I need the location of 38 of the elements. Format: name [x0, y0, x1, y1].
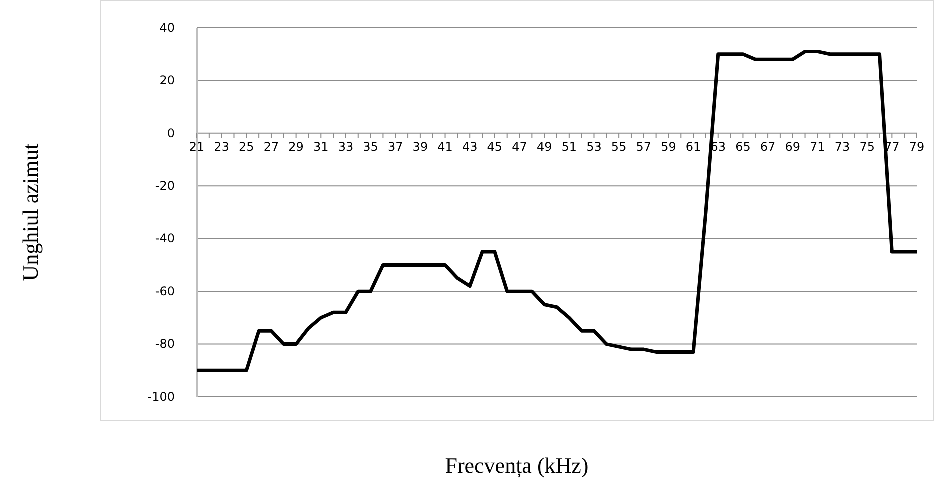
x-tick-label: 29	[288, 140, 304, 154]
x-tick-label: 39	[412, 140, 428, 154]
x-tick-label: 73	[834, 140, 850, 154]
y-tick-label: -20	[155, 178, 175, 193]
x-tick-label: 65	[736, 140, 751, 154]
y-tick-label: -40	[155, 232, 175, 246]
x-tick-label: 37	[388, 140, 404, 154]
y-tick-label: -100	[148, 390, 175, 404]
x-tick-label: 33	[338, 140, 354, 154]
x-tick-label: 45	[487, 140, 503, 154]
x-tick-label: 55	[611, 140, 627, 154]
x-tick-label: 43	[462, 140, 478, 154]
x-tick-label: 47	[512, 140, 528, 154]
x-tick-label: 75	[860, 140, 875, 154]
x-tick-label: 69	[785, 140, 801, 154]
x-tick-label: 79	[909, 140, 925, 154]
x-tick-label: 25	[239, 140, 254, 154]
x-tick-label: 57	[636, 140, 652, 154]
x-axis-title: Frecvența (kHz)	[445, 453, 589, 478]
y-tick-label: -80	[155, 337, 175, 352]
x-tick-label: 51	[562, 140, 578, 154]
x-tick-label: 53	[586, 140, 602, 154]
x-tick-label: 31	[313, 140, 329, 154]
y-tick-label: -60	[155, 284, 175, 298]
x-tick-label: 61	[686, 140, 702, 154]
y-tick-label: 0	[167, 126, 175, 140]
x-tick-label: 49	[536, 140, 552, 154]
x-tick-label: 67	[760, 140, 776, 154]
x-tick-label: 35	[363, 140, 378, 154]
y-tick-label: 20	[160, 74, 175, 88]
x-tick-label: 27	[264, 140, 280, 154]
y-tick-label: 40	[160, 20, 175, 35]
x-tick-label: 41	[438, 140, 453, 154]
x-tick-label: 23	[214, 140, 230, 154]
y-axis-title: Unghiul azimut	[18, 144, 43, 282]
x-tick-label: 71	[810, 140, 826, 154]
x-tick-label: 59	[661, 140, 676, 154]
x-tick-label: 21	[189, 140, 205, 154]
